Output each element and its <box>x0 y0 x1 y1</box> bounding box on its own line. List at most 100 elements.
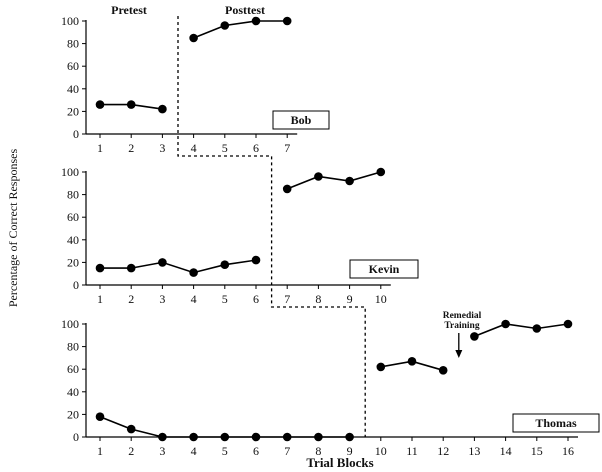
x-tick-label-panel-3-13: 13 <box>468 444 480 458</box>
data-point-posttest-panel-2-x10 <box>376 167 386 177</box>
x-tick-label-panel-2-9: 9 <box>347 292 353 306</box>
y-tick-label-panel-3-60: 60 <box>67 362 79 376</box>
y-tick-label-panel-3-40: 40 <box>67 385 79 399</box>
posttest-phase-label: Posttest <box>225 3 265 17</box>
data-point-pretest-panel-2-x6 <box>251 255 261 265</box>
remedial-training-label-line1: Remedial <box>443 311 482 321</box>
data-point-pretest-panel-3-x5 <box>220 432 230 442</box>
x-axis-title: Trial Blocks <box>306 455 373 470</box>
x-tick-label-panel-2-4: 4 <box>191 292 197 306</box>
x-tick-label-panel-2-3: 3 <box>159 292 165 306</box>
data-point-pretest-panel-3-x1 <box>95 412 105 422</box>
x-tick-label-panel-3-16: 16 <box>562 444 574 458</box>
data-point-pretest-panel-3-x9 <box>345 432 354 442</box>
x-tick-label-panel-1-4: 4 <box>191 141 197 155</box>
data-point-pretest-panel-1-x3 <box>158 104 167 114</box>
x-tick-label-panel-3-14: 14 <box>500 444 512 458</box>
x-tick-label-panel-3-5: 5 <box>222 444 228 458</box>
data-point-posttest-panel-3-x10 <box>376 362 386 372</box>
data-point-pretest-panel-2-x2 <box>126 263 136 273</box>
data-point-pretest-panel-2-x1 <box>95 263 105 273</box>
y-tick-label-panel-3-80: 80 <box>67 340 79 354</box>
data-point-post-remedial-panel-3-x16 <box>563 319 573 329</box>
x-tick-label-panel-2-5: 5 <box>222 292 228 306</box>
data-point-posttest-panel-3-x11 <box>407 357 417 366</box>
participant-box-panel-3 <box>512 413 600 433</box>
remedial-training-arrow-head <box>455 350 463 358</box>
remedial-training-label-line2: Training <box>444 321 479 331</box>
data-point-posttest-panel-2-x7 <box>282 184 292 194</box>
x-tick-label-panel-3-9: 9 <box>347 444 353 458</box>
x-tick-label-panel-3-8: 8 <box>315 444 321 458</box>
data-point-pretest-panel-3-x2 <box>126 424 136 434</box>
y-tick-label-panel-2-80: 80 <box>67 188 79 202</box>
data-point-pretest-panel-1-x2 <box>126 100 136 109</box>
y-axis-title: Percentage of Correct Responses <box>6 149 20 308</box>
data-point-posttest-panel-1-x5 <box>220 21 230 30</box>
data-point-pretest-panel-2-x5 <box>220 260 230 270</box>
x-tick-label-panel-3-6: 6 <box>253 444 259 458</box>
x-tick-label-panel-3-2: 2 <box>128 444 134 458</box>
x-tick-label-panel-1-3: 3 <box>159 141 165 155</box>
y-tick-label-panel-2-20: 20 <box>67 255 79 269</box>
x-tick-label-panel-3-10: 10 <box>375 444 387 458</box>
data-point-posttest-panel-3-x12 <box>438 366 448 375</box>
data-point-pretest-panel-3-x8 <box>314 432 323 442</box>
x-tick-label-panel-3-1: 1 <box>97 444 103 458</box>
x-tick-label-panel-2-1: 1 <box>97 292 103 306</box>
y-tick-label-panel-1-20: 20 <box>67 104 79 118</box>
y-tick-label-panel-3-20: 20 <box>67 407 79 421</box>
data-point-pretest-panel-2-x3 <box>158 258 167 267</box>
data-point-pretest-panel-3-x7 <box>282 432 292 442</box>
y-tick-label-panel-2-0: 0 <box>73 278 79 292</box>
x-tick-label-panel-3-15: 15 <box>531 444 543 458</box>
y-tick-label-panel-2-100: 100 <box>61 165 79 179</box>
data-point-posttest-panel-2-x9 <box>345 176 354 186</box>
series-line-pretest-panel-2 <box>100 259 257 274</box>
pretest-phase-label: Pretest <box>111 3 147 17</box>
x-tick-label-panel-2-7: 7 <box>284 292 290 306</box>
participant-name-panel-1: Bob <box>291 113 312 127</box>
data-point-posttest-panel-1-x4 <box>189 33 198 43</box>
data-point-posttest-panel-2-x8 <box>314 172 323 181</box>
y-tick-label-panel-3-0: 0 <box>73 430 79 444</box>
data-point-pretest-panel-2-x4 <box>189 268 198 277</box>
data-point-pretest-panel-1-x1 <box>95 100 105 109</box>
x-tick-label-panel-2-10: 10 <box>375 292 387 306</box>
participant-box-panel-2 <box>349 259 419 279</box>
data-point-pretest-panel-3-x3 <box>158 432 167 442</box>
x-tick-label-panel-1-6: 6 <box>253 141 259 155</box>
phase-change-line <box>177 16 366 437</box>
data-point-posttest-panel-1-x6 <box>251 16 261 26</box>
y-tick-label-panel-3-100: 100 <box>61 317 79 331</box>
x-tick-label-panel-3-7: 7 <box>284 444 290 458</box>
x-tick-label-panel-3-11: 11 <box>406 444 418 458</box>
participant-name-panel-3: Thomas <box>535 416 577 430</box>
x-tick-label-panel-1-5: 5 <box>222 141 228 155</box>
data-point-pretest-panel-3-x4 <box>189 432 198 442</box>
x-tick-label-panel-2-8: 8 <box>315 292 321 306</box>
x-tick-label-panel-3-4: 4 <box>191 444 197 458</box>
series-line-posttest-panel-1 <box>193 20 288 39</box>
data-point-posttest-panel-1-x7 <box>282 16 292 26</box>
x-tick-label-panel-1-1: 1 <box>97 141 103 155</box>
y-tick-label-panel-1-80: 80 <box>67 37 79 51</box>
series-line-post-remedial-panel-3 <box>474 323 569 338</box>
y-tick-label-panel-1-0: 0 <box>73 127 79 141</box>
data-point-post-remedial-panel-3-x14 <box>501 319 510 329</box>
x-tick-label-panel-2-2: 2 <box>128 292 134 306</box>
participant-name-panel-2: Kevin <box>369 262 400 276</box>
y-tick-label-panel-1-40: 40 <box>67 82 79 96</box>
x-tick-label-panel-1-2: 2 <box>128 141 134 155</box>
series-line-posttest-panel-2 <box>286 171 382 190</box>
x-tick-label-panel-2-6: 6 <box>253 292 259 306</box>
x-tick-label-panel-1-7: 7 <box>284 141 290 155</box>
y-tick-label-panel-2-60: 60 <box>67 210 79 224</box>
x-tick-label-panel-3-3: 3 <box>159 444 165 458</box>
x-tick-label-panel-3-12: 12 <box>437 444 449 458</box>
data-point-pretest-panel-3-x6 <box>251 432 261 442</box>
data-point-post-remedial-panel-3-x15 <box>532 324 542 333</box>
y-tick-label-panel-1-100: 100 <box>61 14 79 28</box>
data-point-post-remedial-panel-3-x13 <box>470 332 479 341</box>
